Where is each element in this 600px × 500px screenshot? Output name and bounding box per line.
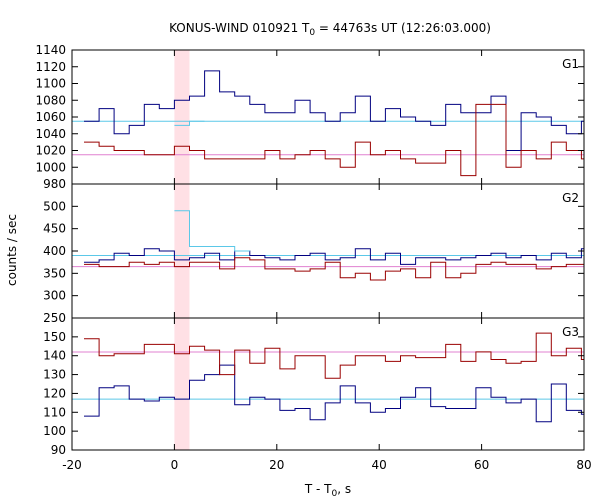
- x-tick-label: 80: [576, 458, 591, 472]
- x-tick-label: 60: [474, 458, 489, 472]
- series-cyan-g1: [174, 120, 205, 126]
- y-tick-label: 400: [43, 244, 66, 258]
- x-tick-label: 0: [171, 458, 179, 472]
- x-tick-label: 40: [372, 458, 387, 472]
- series-red-g2: [84, 257, 584, 281]
- y-tick-label: 1120: [35, 60, 66, 74]
- panel-label: G1: [562, 57, 579, 71]
- y-tick-label: 1020: [35, 144, 66, 158]
- series-blue-g1: [84, 70, 584, 151]
- y-tick-label: 350: [43, 266, 66, 280]
- trigger-interval-band: [174, 50, 190, 184]
- y-tick-label: 450: [43, 222, 66, 236]
- y-axis-label: counts / sec: [5, 214, 19, 286]
- panel-frame: [71, 183, 585, 319]
- panel-label: G2: [562, 191, 579, 205]
- y-tick-label: 90: [51, 443, 66, 457]
- y-tick-label: 100: [43, 424, 66, 438]
- x-tick-label: 20: [269, 458, 284, 472]
- series-cyan-g2: [174, 210, 250, 252]
- y-tick-label: 980: [43, 177, 66, 191]
- panel-g2: 250 300 350 400 450 500 G2: [43, 183, 585, 325]
- y-tick-label: 500: [43, 199, 66, 213]
- panel-frame: [71, 49, 585, 185]
- y-tick-label: 110: [43, 405, 66, 419]
- x-tick-label: -20: [62, 458, 82, 472]
- panel-g3: 90 100 110 120 130 140 150 -20 0 20 40 60 80 G3: [43, 317, 592, 472]
- y-tick-label: 150: [43, 330, 66, 344]
- x-axis-label: T - T0, s: [304, 482, 351, 499]
- chart-title: KONUS-WIND 010921 T0 = 44763s UT (12:26:…: [169, 21, 491, 38]
- y-tick-label: 1000: [35, 160, 66, 174]
- y-tick-label: 1140: [35, 43, 66, 57]
- y-tick-label: 140: [43, 349, 66, 363]
- plot-layer: 98010001020104010601080110011201140G1250…: [35, 43, 592, 472]
- y-tick-label: 1040: [35, 127, 66, 141]
- trigger-interval-band: [174, 184, 190, 318]
- series-red-g3: [84, 332, 584, 379]
- y-tick-label: 250: [43, 311, 66, 325]
- y-tick-label: 300: [43, 289, 66, 303]
- y-tick-label: 1100: [35, 77, 66, 91]
- series-blue-g2: [84, 248, 584, 265]
- trigger-interval-band: [174, 318, 190, 450]
- series-blue-g3: [84, 364, 584, 423]
- y-tick-label: 120: [43, 386, 66, 400]
- panel-label: G3: [562, 325, 579, 339]
- y-tick-label: 1080: [35, 93, 66, 107]
- panel-g1: 980 1000 1020 1040 1060 1080 1100 1120 1140 G1: [35, 43, 585, 191]
- panel-frame: [71, 317, 585, 451]
- y-tick-label: 130: [43, 368, 66, 382]
- y-tick-label: 1060: [35, 110, 66, 124]
- series-red-g1: [84, 103, 584, 177]
